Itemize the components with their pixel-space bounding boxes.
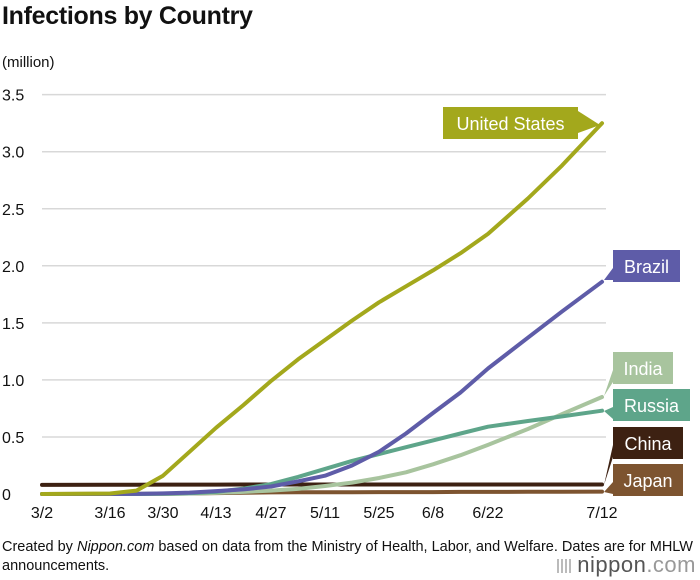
x-tick-label: 6/22	[472, 505, 503, 522]
series-label-brazil: Brazil	[624, 257, 669, 277]
series-label-russia: Russia	[624, 396, 680, 416]
y-tick-label: 3.0	[2, 145, 24, 162]
y-tick-label: 0.5	[2, 430, 24, 447]
label-pointer-china	[604, 445, 613, 485]
source-note: Created by Nippon.com based on data from…	[2, 538, 700, 576]
y-tick-label: 2.0	[2, 259, 24, 276]
x-tick-label: 5/11	[310, 505, 340, 522]
x-tick-label: 3/30	[147, 505, 178, 522]
series-label-united-states: United States	[456, 114, 564, 134]
label-pointer-japan	[604, 482, 613, 494]
label-box-brazil	[613, 250, 680, 282]
label-box-india	[613, 352, 673, 384]
x-tick-label: 6/8	[422, 505, 444, 522]
label-pointer-russia	[604, 407, 613, 419]
source-suffix: based on data from the Ministry of Healt…	[2, 539, 693, 574]
label-box-russia	[613, 389, 690, 421]
x-tick-label: 3/2	[31, 505, 53, 522]
label-pointer-india	[604, 370, 613, 396]
y-tick-label: 0	[2, 487, 11, 504]
y-tick-label: 1.0	[2, 373, 24, 390]
source-name: Nippon.com	[76, 539, 155, 555]
label-pointer-brazil	[604, 268, 613, 280]
y-tick-label: 2.5	[2, 202, 24, 219]
label-box-china	[613, 427, 683, 459]
y-tick-label: 3.5	[2, 88, 24, 105]
chart-title: Infections by Country	[2, 2, 253, 30]
label-pointer-united-states	[578, 111, 600, 133]
series-line-india	[40, 395, 604, 496]
series-line-united-states	[40, 121, 604, 496]
logo-bars-icon	[557, 559, 572, 574]
series-line-brazil	[40, 279, 604, 496]
series-label-japan: Japan	[623, 471, 672, 491]
label-box-united-states	[443, 107, 578, 139]
x-tick-label: 5/25	[363, 505, 394, 522]
source-prefix: Created by	[2, 539, 77, 555]
x-tick-label: 3/16	[94, 505, 125, 522]
x-tick-label: 4/27	[255, 505, 286, 522]
series-label-india: India	[623, 359, 663, 379]
series-label-china: China	[624, 434, 672, 454]
x-tick-label: 7/12	[586, 505, 617, 522]
nippon-logo: nippon.com	[557, 552, 696, 578]
series-line-russia	[40, 408, 604, 496]
x-tick-label: 4/13	[200, 505, 231, 522]
y-tick-label: 1.5	[2, 316, 24, 333]
label-box-japan	[613, 464, 683, 496]
y-axis-unit: (million)	[2, 54, 55, 71]
